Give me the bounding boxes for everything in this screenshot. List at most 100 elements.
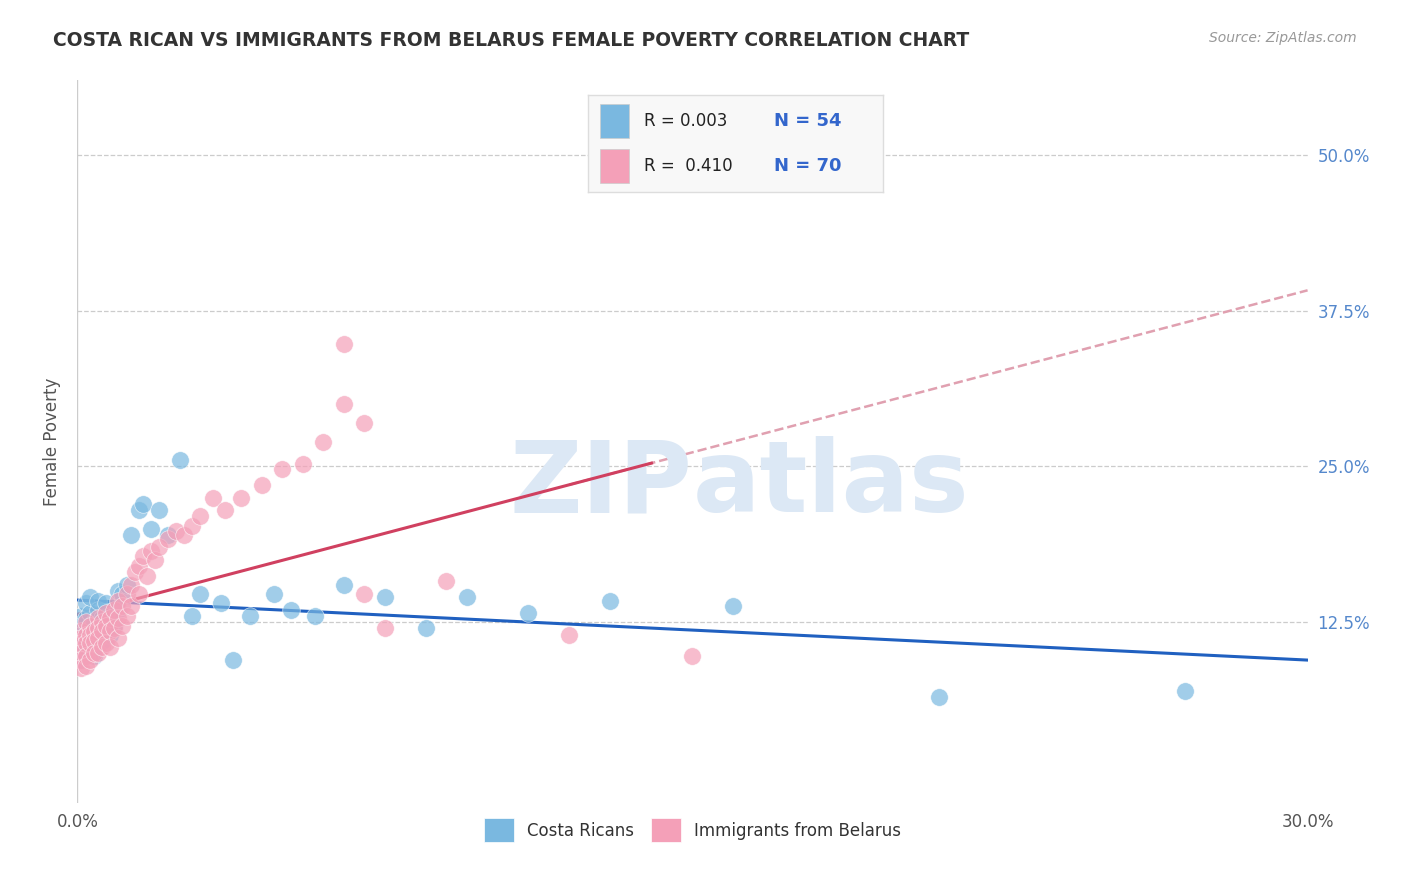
Point xyxy=(83,624,105,638)
Point xyxy=(141,522,163,536)
Point xyxy=(132,549,155,563)
Point xyxy=(201,491,224,505)
Point xyxy=(98,611,121,625)
Point xyxy=(107,584,129,599)
Point xyxy=(87,624,110,638)
Point xyxy=(70,646,93,660)
Point xyxy=(103,603,125,617)
Point xyxy=(165,524,187,539)
Point xyxy=(558,627,581,641)
Point xyxy=(156,528,179,542)
Point xyxy=(87,646,110,660)
Point xyxy=(103,621,125,635)
Point xyxy=(181,609,204,624)
Point xyxy=(107,603,129,617)
Point xyxy=(79,619,101,633)
Point xyxy=(79,627,101,641)
Point xyxy=(90,633,114,648)
Point xyxy=(115,586,138,600)
Point xyxy=(209,597,232,611)
Point xyxy=(312,434,335,449)
Point xyxy=(98,609,121,624)
Point xyxy=(75,624,97,638)
Point xyxy=(87,621,110,635)
Point xyxy=(79,607,101,621)
Point xyxy=(94,619,117,633)
Point xyxy=(115,578,138,592)
Point xyxy=(107,632,129,646)
Point xyxy=(107,594,129,608)
Point xyxy=(271,462,294,476)
Point xyxy=(87,603,110,617)
Text: Source: ZipAtlas.com: Source: ZipAtlas.com xyxy=(1209,31,1357,45)
Point xyxy=(353,586,375,600)
Point xyxy=(263,586,285,600)
Point xyxy=(70,661,93,675)
Point xyxy=(90,611,114,625)
Point xyxy=(333,578,356,592)
Point xyxy=(156,532,179,546)
Point xyxy=(143,553,166,567)
Point xyxy=(70,652,93,666)
Point xyxy=(374,591,396,605)
Point xyxy=(83,633,105,648)
Point xyxy=(188,586,212,600)
Point xyxy=(599,594,621,608)
Point xyxy=(374,621,396,635)
Y-axis label: Female Poverty: Female Poverty xyxy=(42,377,60,506)
Point xyxy=(94,597,117,611)
Point xyxy=(141,544,163,558)
Point xyxy=(239,609,262,624)
Point xyxy=(70,609,93,624)
Point xyxy=(124,566,146,580)
Point xyxy=(87,594,110,608)
Point xyxy=(87,632,110,646)
Point xyxy=(79,621,101,635)
Point xyxy=(83,646,105,660)
Point xyxy=(94,607,117,621)
Point xyxy=(1174,683,1197,698)
Point xyxy=(70,636,93,650)
Point xyxy=(98,640,121,654)
Point xyxy=(928,690,950,704)
Point xyxy=(75,611,97,625)
Point xyxy=(83,648,105,663)
Text: atlas: atlas xyxy=(693,436,969,533)
Point xyxy=(280,603,302,617)
Point xyxy=(87,611,110,625)
Point xyxy=(70,627,93,641)
Point xyxy=(682,648,704,663)
Point xyxy=(107,611,129,625)
Point xyxy=(75,615,97,630)
Point xyxy=(517,607,540,621)
Point xyxy=(181,519,204,533)
Point xyxy=(304,609,326,624)
Point xyxy=(128,559,150,574)
Point xyxy=(79,632,101,646)
Point xyxy=(83,615,105,630)
Text: COSTA RICAN VS IMMIGRANTS FROM BELARUS FEMALE POVERTY CORRELATION CHART: COSTA RICAN VS IMMIGRANTS FROM BELARUS F… xyxy=(53,31,970,50)
Point xyxy=(70,652,93,666)
Point xyxy=(94,636,117,650)
Point xyxy=(173,528,195,542)
Point xyxy=(75,636,97,650)
Point xyxy=(148,541,170,555)
Point xyxy=(353,416,375,430)
Point xyxy=(70,619,93,633)
Point xyxy=(415,621,437,635)
Point xyxy=(75,648,97,663)
Point xyxy=(83,627,105,641)
Point xyxy=(90,624,114,638)
Point xyxy=(128,586,150,600)
Point xyxy=(90,615,114,630)
Point xyxy=(111,619,134,633)
Point xyxy=(250,478,273,492)
Point xyxy=(70,632,93,646)
Point xyxy=(94,624,117,638)
Point xyxy=(128,503,150,517)
Text: ZIP: ZIP xyxy=(509,436,693,533)
Point xyxy=(120,528,142,542)
Point xyxy=(70,624,93,638)
Point xyxy=(75,658,97,673)
Point xyxy=(79,636,101,650)
